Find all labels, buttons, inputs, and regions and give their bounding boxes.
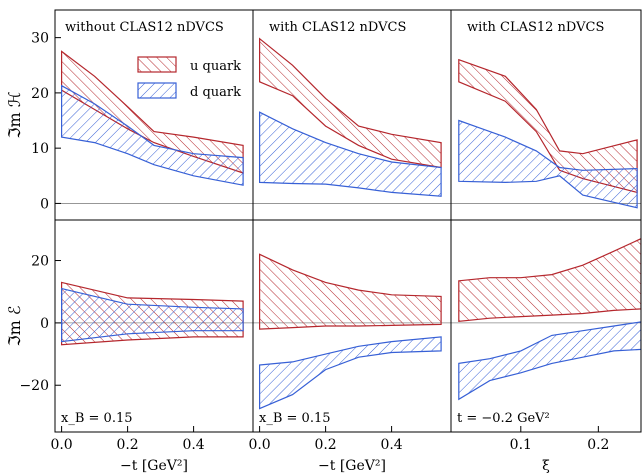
row-label: ℑm ℰ [5, 305, 24, 346]
y-tick-label: 20 [31, 86, 49, 102]
panel-grid [54, 9, 642, 433]
panel-r1-c1 [252, 219, 452, 433]
x-tick-label: 0.0 [50, 437, 72, 453]
column-title: with CLAS12 nDVCS [467, 20, 604, 35]
y-tick-label: 10 [31, 141, 49, 157]
band-d-quark-r1-c2 [458, 321, 641, 401]
band-d-quark-r0-c2 [458, 119, 638, 209]
x-tick-label: 0.2 [116, 437, 138, 453]
x-tick-label: 0.2 [587, 437, 609, 453]
legend-label: u quark [190, 59, 241, 74]
x-tick-label: 0.4 [182, 437, 204, 453]
legend-swatch [137, 82, 177, 99]
y-tick-label: 20 [31, 254, 49, 270]
bottom-annotation: x_B = 0.15 [61, 411, 133, 426]
panel-r0-c2 [450, 9, 642, 221]
band-u-quark-r1-c2 [458, 238, 641, 322]
bottom-annotation: t = −0.2 GeV² [457, 411, 550, 426]
y-tick-label: −20 [19, 378, 49, 394]
x-axis-label: −t [GeV²] [120, 458, 188, 474]
x-axis-label: ξ [542, 458, 550, 474]
legend-swatch [137, 56, 177, 73]
column-title: without CLAS12 nDVCS [65, 20, 224, 35]
panel-frame [450, 219, 642, 433]
y-tick-label: 0 [40, 196, 49, 212]
band-d-quark-r0-c0 [61, 84, 244, 186]
x-tick-label: 0.2 [314, 437, 336, 453]
label-layer: 0 10 20 30 without CLAS12 nDVCS with CLAS12 n… [5, 20, 609, 474]
row-label: ℑm ℋ [5, 91, 24, 138]
panel-r0-c1 [252, 9, 452, 221]
y-tick-label: 30 [31, 31, 49, 47]
panel-r1-c2 [450, 219, 642, 433]
x-tick-label: 0.1 [510, 437, 532, 453]
x-axis-label: −t [GeV²] [318, 458, 386, 474]
x-tick-label: 0.4 [380, 437, 402, 453]
panel-r0-c0 [54, 9, 254, 221]
legend-label: d quark [190, 85, 241, 100]
band-d-quark-r0-c1 [259, 111, 442, 197]
y-tick-label: 0 [40, 316, 49, 332]
band-d-quark-r1-c1 [259, 336, 442, 410]
panel-r1-c0 [54, 219, 254, 433]
x-tick-label: 0.0 [248, 437, 270, 453]
band-u-quark-r1-c1 [259, 253, 442, 330]
band-d-quark-r1-c0 [61, 287, 244, 343]
bottom-annotation: x_B = 0.15 [259, 411, 331, 426]
column-title: with CLAS12 nDVCS [269, 20, 406, 35]
